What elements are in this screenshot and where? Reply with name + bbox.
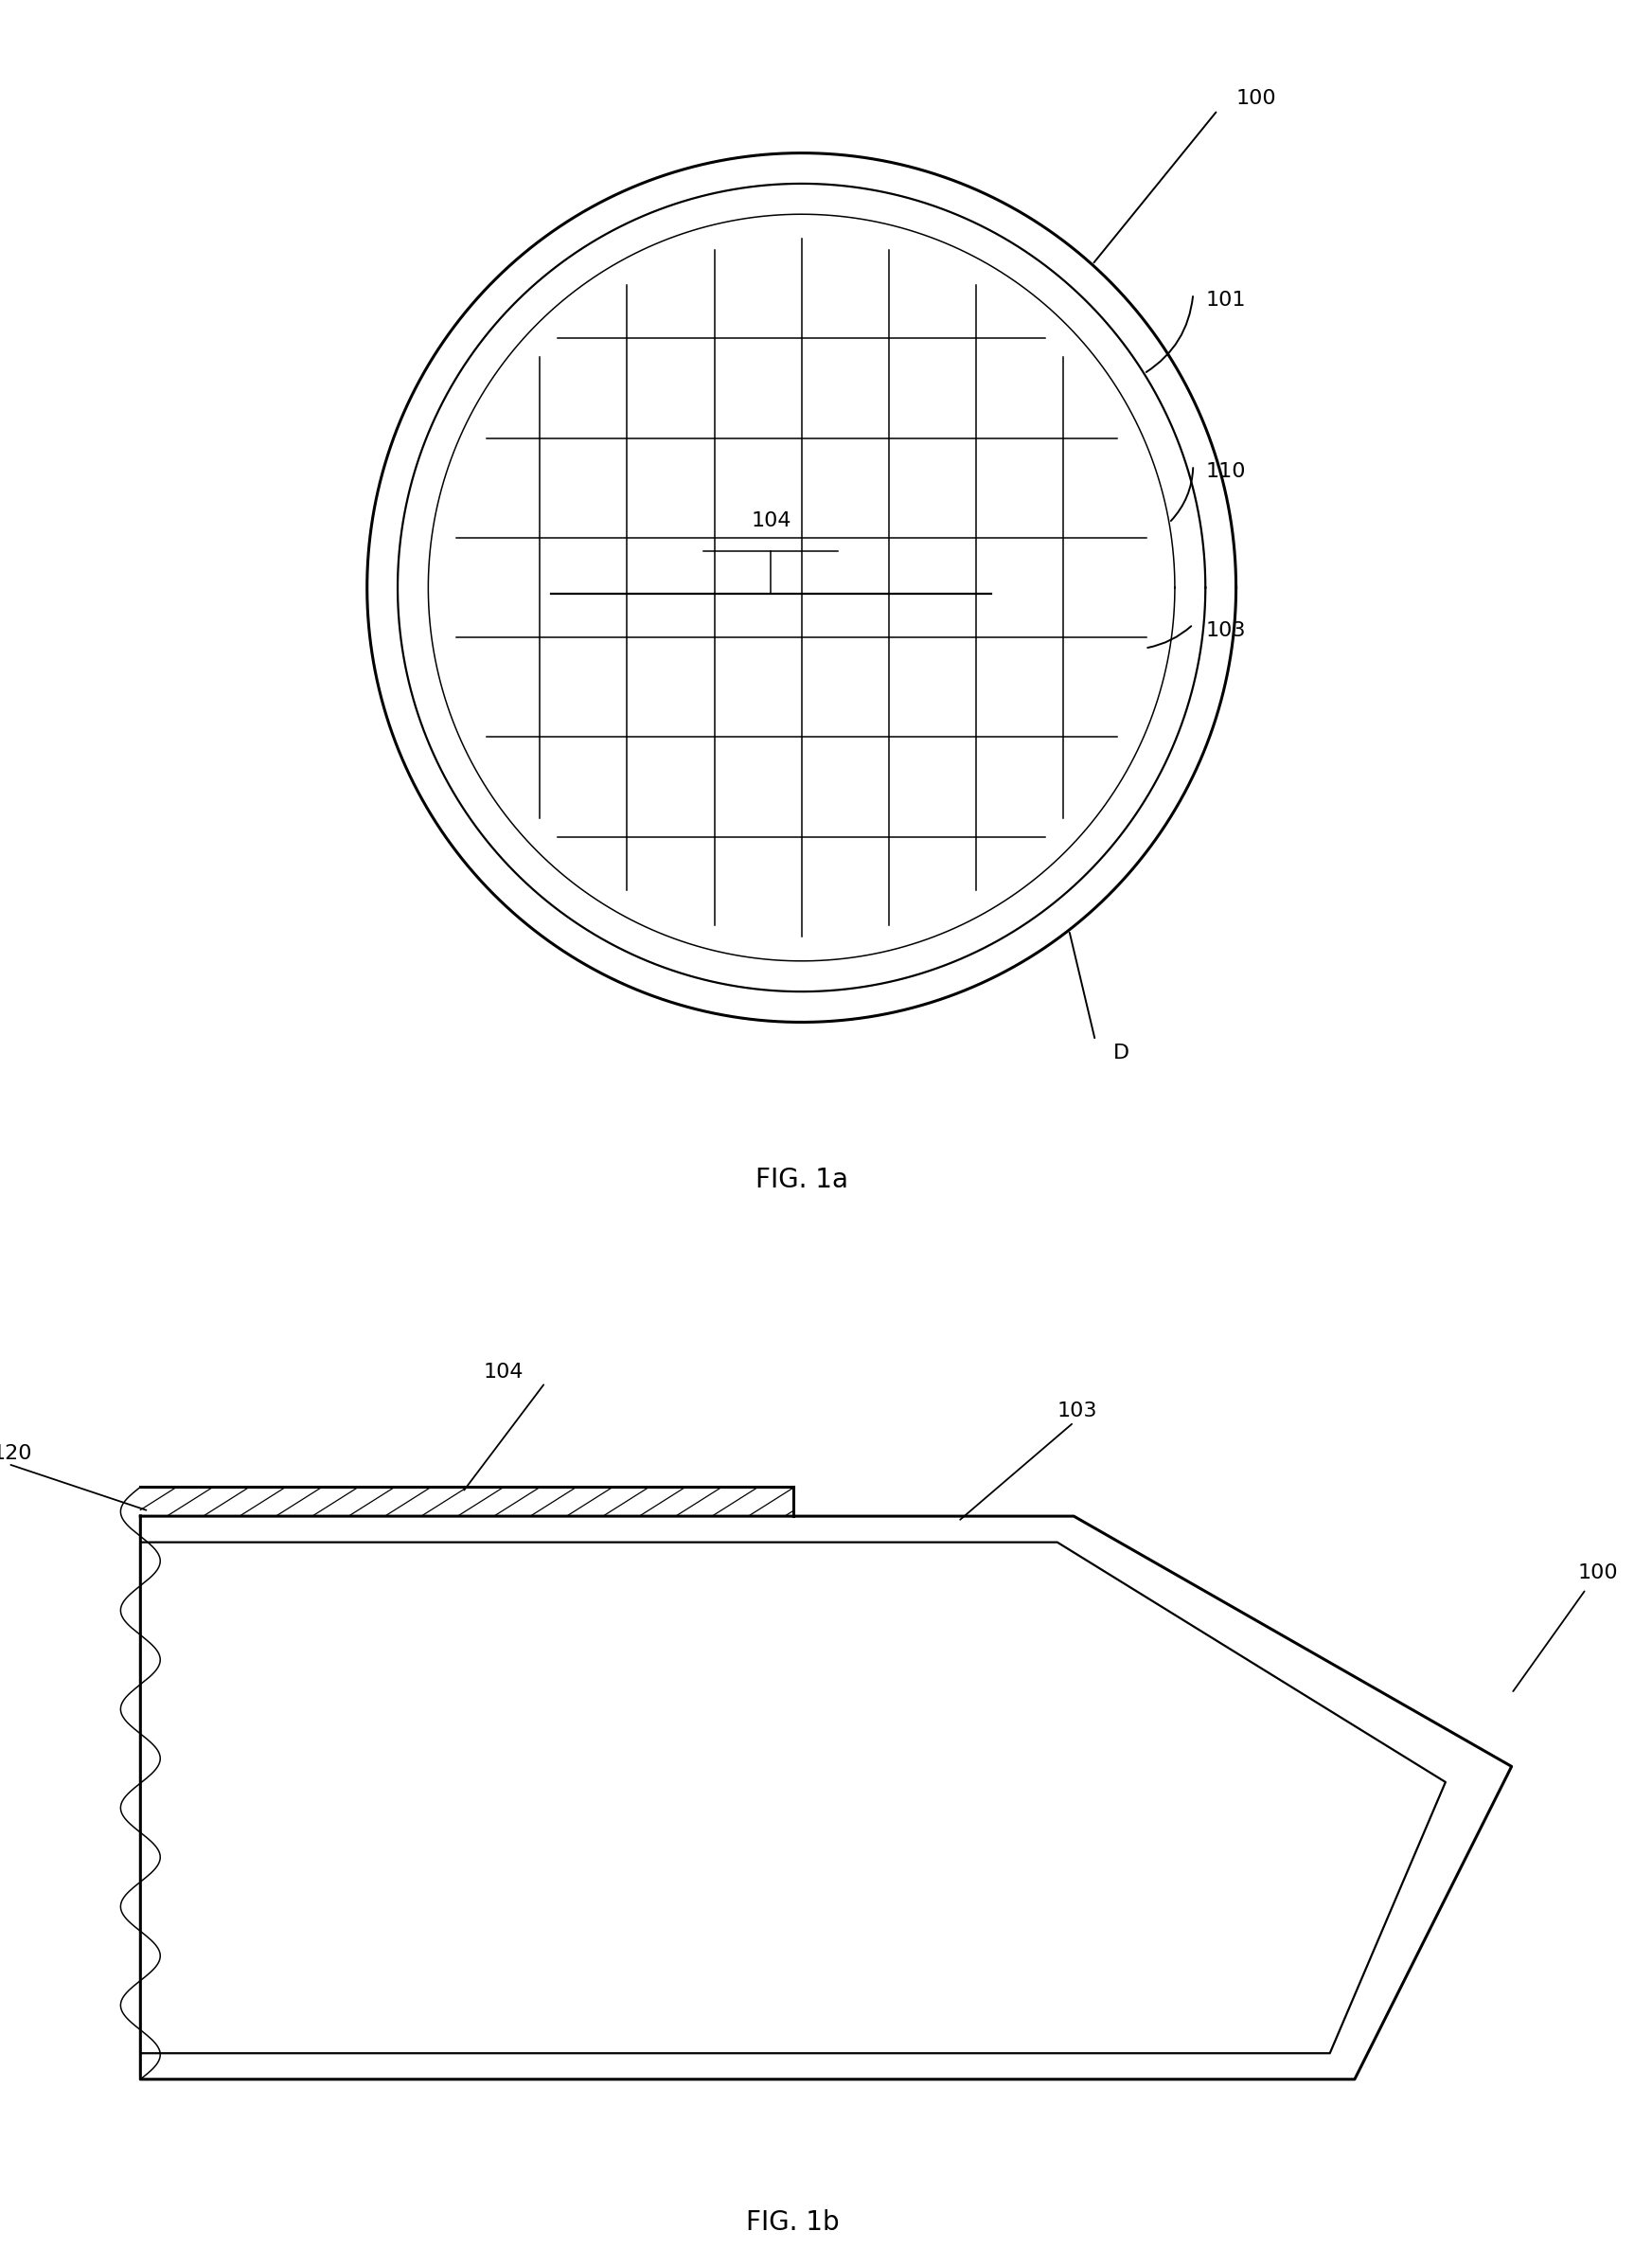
Text: 103: 103 [1057, 1401, 1097, 1421]
Text: FIG. 1a: FIG. 1a [755, 1168, 847, 1192]
Text: 104: 104 [484, 1362, 524, 1381]
Text: 110: 110 [1206, 462, 1246, 481]
Text: FIG. 1b: FIG. 1b [747, 2210, 839, 2235]
Polygon shape [140, 1517, 1512, 2079]
Text: 103: 103 [1206, 621, 1246, 639]
Text: 100: 100 [1578, 1564, 1617, 1582]
Text: D: D [1113, 1043, 1130, 1063]
Text: 101: 101 [1206, 290, 1246, 311]
Text: 120: 120 [0, 1444, 31, 1462]
Text: 100: 100 [1236, 88, 1277, 109]
Text: 104: 104 [750, 512, 791, 530]
